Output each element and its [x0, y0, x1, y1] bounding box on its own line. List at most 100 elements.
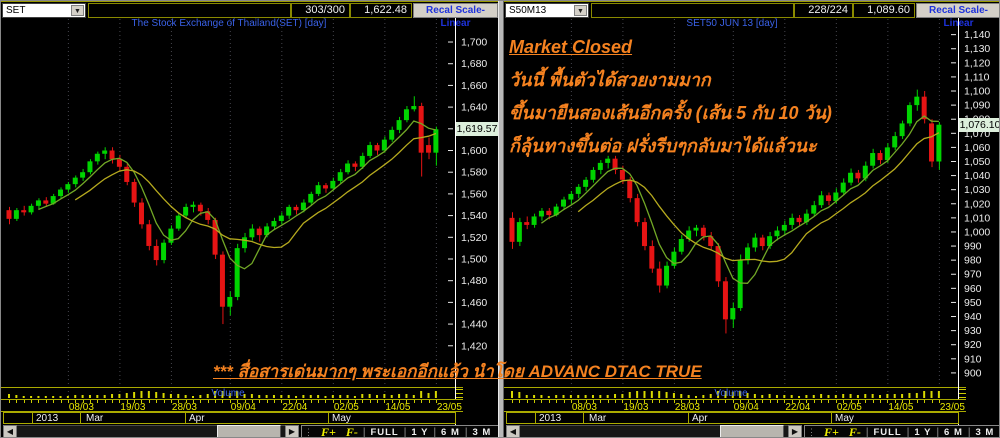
day-tick — [163, 400, 165, 403]
month-label: May — [835, 413, 854, 424]
range-1y-button[interactable]: 1 Y — [411, 427, 429, 438]
day-tick — [592, 400, 594, 403]
date-tick-label: 19/03 — [120, 402, 146, 413]
day-tick — [399, 400, 401, 403]
day-tick — [666, 400, 668, 403]
recal-scale-button[interactable]: Recal Scale-Linear — [916, 3, 999, 29]
date-tick-label: 23/05 — [436, 402, 462, 413]
day-tick — [821, 400, 823, 403]
font-increase-button[interactable]: F+ — [824, 425, 839, 438]
day-tick — [413, 400, 415, 403]
date-tick-label: 09/04 — [733, 402, 759, 413]
toolbar-divider: | — [403, 427, 407, 438]
day-tick — [23, 400, 25, 403]
day-tick — [857, 400, 859, 403]
grip-icon: ⋮ — [807, 427, 816, 437]
day-tick — [600, 400, 602, 403]
bottom-bar: ◀ ▶ ⋮ F+ F- | FULL | 1 Y | 6 M | 3 M — [1, 425, 498, 438]
day-tick — [156, 400, 158, 403]
day-tick — [82, 400, 84, 403]
day-tick — [141, 400, 143, 403]
range-full-button[interactable]: FULL — [873, 427, 902, 438]
day-tick — [902, 400, 904, 403]
chevron-down-icon[interactable]: ▼ — [71, 5, 84, 16]
day-tick — [762, 400, 764, 403]
range-1y-button[interactable]: 1 Y — [914, 427, 932, 438]
day-tick — [377, 400, 378, 403]
svg-text:1,700: 1,700 — [461, 37, 487, 49]
svg-text:900: 900 — [964, 367, 982, 379]
bottom-bar: ◀ ▶ ⋮ F+ F- | FULL | 1 Y | 6 M | 3 M — [504, 425, 999, 438]
range-3m-button[interactable]: 3 M — [975, 427, 995, 438]
date-axis: 08/03 19/03 28/03 09/04 22/04 02/05 14/05 23/05 — [1, 399, 463, 413]
day-tick — [747, 400, 749, 403]
day-tick — [931, 400, 933, 403]
volume-scale-icon — [959, 389, 966, 398]
month-divider — [583, 413, 584, 424]
panel-topbar: S50M13 ▼ 228/224 1,089.60 Recal Scale-Li… — [504, 1, 999, 29]
date-tick-label: 28/03 — [674, 402, 700, 413]
day-tick — [193, 400, 194, 403]
last-price-tag: 1,076.10 — [959, 117, 1000, 132]
topbar-spacer-cell — [88, 3, 291, 18]
day-tick — [799, 400, 801, 403]
volume-scale-icon — [456, 389, 463, 398]
day-tick — [732, 400, 734, 403]
range-3m-button[interactable]: 3 M — [472, 427, 492, 438]
symbol-combobox[interactable]: SET ▼ — [2, 3, 86, 18]
day-tick — [148, 400, 150, 403]
day-tick — [251, 400, 253, 403]
day-tick — [170, 400, 172, 403]
svg-text:1,560: 1,560 — [461, 188, 487, 200]
scroll-right-icon[interactable]: ▶ — [788, 425, 802, 437]
font-decrease-button[interactable]: F- — [345, 425, 358, 438]
month-divider — [32, 413, 33, 424]
range-full-button[interactable]: FULL — [370, 427, 399, 438]
panel-splitter[interactable] — [498, 1, 504, 437]
day-tick — [813, 400, 815, 403]
year-label: 2013 — [36, 413, 59, 424]
chevron-down-icon[interactable]: ▼ — [574, 5, 587, 16]
scrollbar-thumb[interactable] — [720, 425, 784, 437]
day-tick — [718, 400, 720, 403]
scroll-left-icon[interactable]: ◀ — [506, 425, 520, 437]
scroll-left-icon[interactable]: ◀ — [3, 425, 17, 437]
date-tick-label: 14/05 — [385, 402, 411, 413]
day-tick — [784, 400, 786, 403]
day-tick — [207, 400, 209, 403]
svg-text:1,130: 1,130 — [964, 43, 990, 55]
svg-text:920: 920 — [964, 339, 982, 351]
day-tick — [97, 400, 99, 403]
day-tick — [607, 400, 609, 403]
day-tick — [769, 400, 771, 403]
last-price-tag: 1,619.57 — [456, 122, 498, 137]
month-divider — [328, 413, 329, 424]
range-6m-button[interactable]: 6 M — [441, 427, 460, 438]
day-tick — [229, 400, 231, 403]
bid-ask-value: 303/300 — [291, 3, 350, 18]
day-tick — [615, 400, 617, 403]
day-tick — [916, 400, 918, 403]
svg-text:1,600: 1,600 — [461, 145, 487, 157]
date-tick-label: 02/05 — [333, 402, 359, 413]
font-increase-button[interactable]: F+ — [321, 425, 336, 438]
date-tick-label: 09/04 — [230, 402, 256, 413]
day-tick — [710, 400, 712, 403]
font-decrease-button[interactable]: F- — [848, 425, 861, 438]
recal-scale-button[interactable]: Recal Scale-Linear — [413, 3, 498, 29]
symbol-combobox[interactable]: S50M13 ▼ — [505, 3, 589, 18]
svg-text:1,010: 1,010 — [964, 212, 990, 224]
day-tick — [754, 400, 756, 403]
scrollbar-thumb[interactable] — [217, 425, 281, 437]
day-tick — [924, 400, 926, 403]
day-tick — [696, 400, 697, 403]
day-tick — [740, 400, 742, 403]
day-tick — [629, 400, 631, 403]
range-6m-button[interactable]: 6 M — [944, 427, 963, 438]
month-label: Mar — [589, 413, 607, 424]
day-tick — [134, 400, 136, 403]
scroll-right-icon[interactable]: ▶ — [285, 425, 299, 437]
svg-text:1,660: 1,660 — [461, 80, 487, 92]
toolbar-divider: | — [865, 427, 869, 438]
day-tick — [384, 400, 386, 403]
